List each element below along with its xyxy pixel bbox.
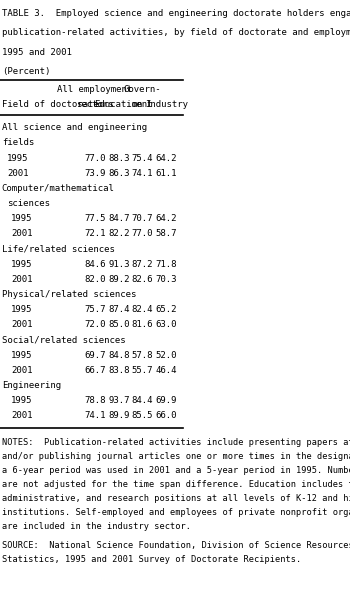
Text: 55.7: 55.7 [132,366,153,375]
Text: 2001: 2001 [11,411,33,421]
Text: 75.7: 75.7 [84,305,106,314]
Text: 85.5: 85.5 [132,411,153,421]
Text: 89.9: 89.9 [108,411,130,421]
Text: 58.7: 58.7 [156,229,177,239]
Text: All employment: All employment [57,85,133,94]
Text: 2001: 2001 [11,366,33,375]
Text: Social/related sciences: Social/related sciences [2,336,125,345]
Text: 69.7: 69.7 [84,350,106,360]
Text: 1995: 1995 [11,350,33,360]
Text: SOURCE:  National Science Foundation, Division of Science Resources: SOURCE: National Science Foundation, Div… [2,541,350,551]
Text: 84.8: 84.8 [108,350,130,360]
Text: 66.7: 66.7 [84,366,106,375]
Text: NOTES:  Publication-related activities include presenting papers at conferences: NOTES: Publication-related activities in… [2,438,350,446]
Text: and/or publishing journal articles one or more times in the designated time peri: and/or publishing journal articles one o… [2,452,350,461]
Text: 66.0: 66.0 [156,411,177,421]
Text: Industry: Industry [145,101,188,110]
Text: 2001: 2001 [11,229,33,239]
Text: 88.3: 88.3 [108,154,130,163]
Text: 64.2: 64.2 [156,214,177,223]
Text: 69.9: 69.9 [156,396,177,405]
Text: 52.0: 52.0 [156,350,177,360]
Text: publication-related activities, by field of doctorate and employment sector:: publication-related activities, by field… [2,28,350,37]
Text: 72.1: 72.1 [84,229,106,239]
Text: administrative, and research positions at all levels of K-12 and higher educatio: administrative, and research positions a… [2,494,350,502]
Text: Field of doctorate: Field of doctorate [2,101,99,110]
Text: 1995: 1995 [11,214,33,223]
Text: 46.4: 46.4 [156,366,177,375]
Text: 86.3: 86.3 [108,169,130,178]
Text: Statistics, 1995 and 2001 Survey of Doctorate Recipients.: Statistics, 1995 and 2001 Survey of Doct… [2,555,301,564]
Text: 64.2: 64.2 [156,154,177,163]
Text: 1995: 1995 [11,305,33,314]
Text: 85.0: 85.0 [108,320,130,329]
Text: 72.0: 72.0 [84,320,106,329]
Text: 74.1: 74.1 [84,411,106,421]
Text: 82.0: 82.0 [84,275,106,284]
Text: 2001: 2001 [11,320,33,329]
Text: fields: fields [2,138,34,147]
Text: 82.6: 82.6 [132,275,153,284]
Text: 70.7: 70.7 [132,214,153,223]
Text: 61.1: 61.1 [156,169,177,178]
Text: 77.5: 77.5 [84,214,106,223]
Text: a 6-year period was used in 2001 and a 5-year period in 1995. Numbers in this ta: a 6-year period was used in 2001 and a 5… [2,466,350,475]
Text: Engineering: Engineering [2,381,61,390]
Text: 2001: 2001 [7,169,29,178]
Text: All science and engineering: All science and engineering [2,123,147,133]
Text: 65.2: 65.2 [156,305,177,314]
Text: 87.2: 87.2 [132,260,153,269]
Text: (Percent): (Percent) [2,67,50,76]
Text: 1995: 1995 [7,154,29,163]
Text: 83.8: 83.8 [108,366,130,375]
Text: are included in the industry sector.: are included in the industry sector. [2,522,191,531]
Text: Computer/mathematical: Computer/mathematical [2,184,115,193]
Text: 89.2: 89.2 [108,275,130,284]
Text: 1995: 1995 [11,260,33,269]
Text: 91.3: 91.3 [108,260,130,269]
Text: 81.6: 81.6 [132,320,153,329]
Text: 84.7: 84.7 [108,214,130,223]
Text: 1995 and 2001: 1995 and 2001 [2,48,72,57]
Text: 84.6: 84.6 [84,260,106,269]
Text: ment: ment [132,101,153,110]
Text: 77.0: 77.0 [84,154,106,163]
Text: 87.4: 87.4 [108,305,130,314]
Text: 84.4: 84.4 [132,396,153,405]
Text: Life/related sciences: Life/related sciences [2,244,115,254]
Text: 57.8: 57.8 [132,350,153,360]
Text: 70.3: 70.3 [156,275,177,284]
Text: 71.8: 71.8 [156,260,177,269]
Text: TABLE 3.  Employed science and engineering doctorate holders engaged in: TABLE 3. Employed science and engineerin… [2,9,350,18]
Text: institutions. Self-employed and employees of private nonprofit organizations: institutions. Self-employed and employee… [2,508,350,517]
Text: 75.4: 75.4 [132,154,153,163]
Text: 82.4: 82.4 [132,305,153,314]
Text: 82.2: 82.2 [108,229,130,239]
Text: 73.9: 73.9 [84,169,106,178]
Text: Govern-: Govern- [124,85,161,94]
Text: sciences: sciences [7,199,50,208]
Text: Physical/related sciences: Physical/related sciences [2,290,136,299]
Text: 78.8: 78.8 [84,396,106,405]
Text: 63.0: 63.0 [156,320,177,329]
Text: 2001: 2001 [11,275,33,284]
Text: 77.0: 77.0 [132,229,153,239]
Text: Education: Education [94,101,143,110]
Text: 74.1: 74.1 [132,169,153,178]
Text: sectors: sectors [76,101,114,110]
Text: 93.7: 93.7 [108,396,130,405]
Text: 1995: 1995 [11,396,33,405]
Text: are not adjusted for the time span difference. Education includes teaching,: are not adjusted for the time span diffe… [2,479,350,489]
